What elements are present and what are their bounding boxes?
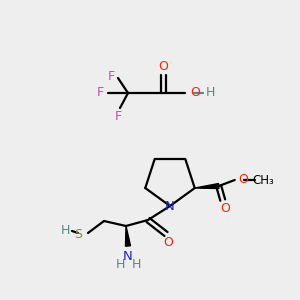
Text: H: H (131, 259, 141, 272)
Text: O: O (163, 236, 173, 248)
Polygon shape (195, 184, 219, 188)
Text: H: H (60, 224, 70, 238)
Text: CH₃: CH₃ (253, 173, 274, 187)
Text: F: F (107, 70, 115, 83)
Text: O: O (239, 172, 249, 185)
Text: N: N (123, 250, 133, 262)
Text: H: H (205, 86, 215, 100)
Text: N: N (165, 200, 175, 214)
Text: F: F (114, 110, 122, 124)
Text: O: O (220, 202, 230, 214)
Text: F: F (96, 86, 103, 100)
Polygon shape (125, 226, 130, 246)
Text: H: H (115, 259, 125, 272)
Text: O: O (158, 59, 168, 73)
Text: S: S (74, 227, 82, 241)
Text: O: O (190, 85, 200, 98)
